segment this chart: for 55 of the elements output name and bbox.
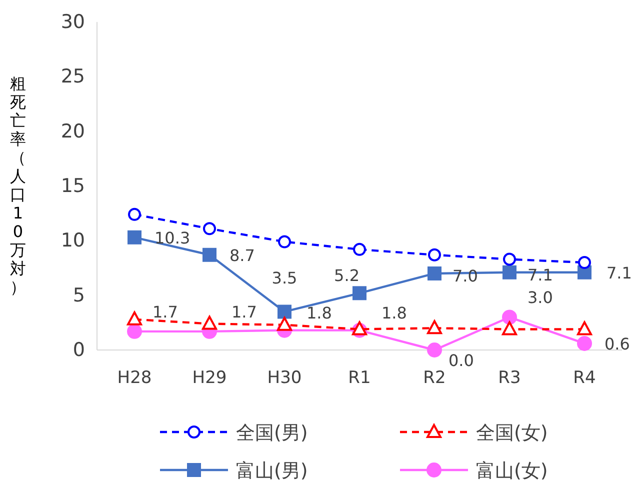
point bbox=[502, 265, 516, 280]
point bbox=[502, 310, 517, 325]
y-tick-label: 5 bbox=[72, 284, 85, 306]
point bbox=[503, 252, 516, 266]
data-label: 10.3 bbox=[154, 228, 190, 248]
point bbox=[202, 248, 216, 262]
data-label: 1.7 bbox=[152, 302, 178, 322]
data-label: 1.8 bbox=[306, 303, 332, 322]
point bbox=[427, 342, 442, 358]
point bbox=[352, 321, 367, 336]
point bbox=[578, 256, 591, 270]
point bbox=[128, 208, 141, 221]
point bbox=[127, 324, 142, 339]
point bbox=[202, 316, 217, 330]
point bbox=[277, 316, 292, 331]
y-axis-title: 粗死亡率（人口10万対） bbox=[10, 74, 26, 296]
legend-label: 全国(男) bbox=[236, 422, 308, 444]
legend-label: 全国(女) bbox=[476, 422, 548, 444]
x-tick-label: R4 bbox=[573, 368, 596, 388]
y-tick-label: 25 bbox=[60, 66, 85, 88]
legend-label: 富山(男) bbox=[236, 460, 308, 482]
point bbox=[278, 235, 291, 248]
point bbox=[203, 222, 216, 236]
y-tick-label: 20 bbox=[60, 120, 85, 142]
point bbox=[428, 248, 441, 262]
x-tick-label: R1 bbox=[348, 368, 371, 388]
legend-label: 富山(女) bbox=[476, 460, 548, 482]
point bbox=[127, 311, 142, 326]
data-label: 5.2 bbox=[334, 266, 360, 286]
point bbox=[128, 230, 142, 244]
point bbox=[428, 266, 442, 280]
data-label: 0.0 bbox=[448, 351, 474, 370]
point bbox=[427, 320, 442, 334]
data-label: 7.1 bbox=[606, 263, 632, 282]
data-label: 8.7 bbox=[230, 246, 255, 265]
point bbox=[577, 321, 592, 336]
point bbox=[502, 321, 517, 336]
x-tick-label: H30 bbox=[267, 368, 302, 388]
y-tick-label: 30 bbox=[60, 11, 85, 33]
point bbox=[353, 242, 366, 256]
y-tick-label: 15 bbox=[60, 175, 85, 197]
x-tick-label: R2 bbox=[423, 368, 446, 388]
x-tick-label: H29 bbox=[192, 368, 227, 388]
data-label: 3.5 bbox=[272, 268, 298, 288]
point bbox=[577, 336, 592, 351]
data-label: 3.0 bbox=[528, 288, 553, 308]
x-tick-label: R3 bbox=[498, 368, 521, 388]
point bbox=[278, 304, 292, 319]
data-label: 0.6 bbox=[604, 334, 630, 354]
data-label: 1.7 bbox=[232, 302, 257, 322]
data-label: 1.8 bbox=[382, 303, 407, 322]
point bbox=[352, 286, 366, 300]
y-tick-label: 0 bbox=[72, 339, 85, 361]
x-tick-label: H28 bbox=[117, 368, 152, 388]
y-tick-label: 10 bbox=[60, 230, 85, 252]
